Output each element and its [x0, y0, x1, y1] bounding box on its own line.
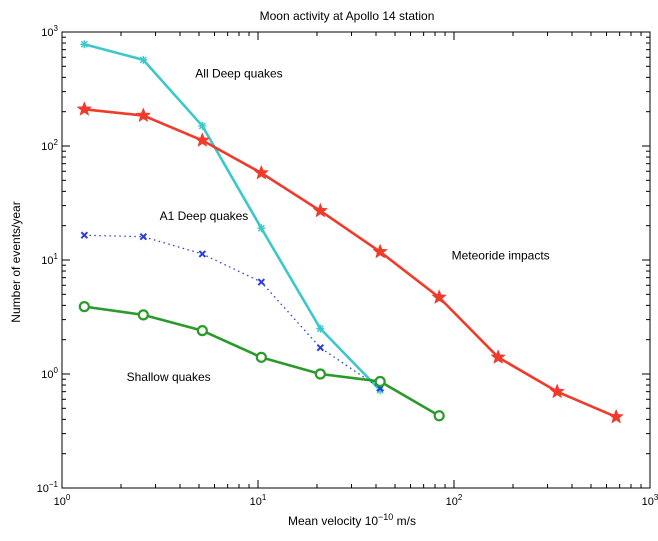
data-point: [135, 107, 152, 123]
data-point: [80, 231, 89, 239]
plot-area-frame: [61, 31, 651, 489]
data-point: [194, 132, 211, 148]
x-tick-label-exponent: 2: [458, 493, 463, 502]
data-point: [137, 309, 149, 321]
y-tick-label-exponent: 3: [54, 24, 59, 33]
x-axis-label-exponent: −10: [378, 512, 393, 522]
data-point: [312, 202, 329, 218]
series-shallow-quakes: [78, 301, 445, 422]
data-point: [433, 410, 445, 422]
y-axis-label: Number of events/year: [9, 201, 23, 322]
data-point: [198, 250, 207, 258]
data-point: [376, 386, 385, 395]
y-tick-label-base: 10: [41, 141, 53, 153]
data-point: [316, 324, 325, 333]
x-tick-label: 103: [642, 493, 658, 508]
series-a1-deep-quakes: [80, 231, 384, 392]
series-line-a1-deep-quakes: [84, 234, 381, 389]
data-point: [608, 408, 624, 424]
x-tick-label-base: 10: [54, 496, 66, 508]
data-point: [196, 325, 208, 337]
data-point: [253, 164, 270, 180]
data-point: [374, 375, 386, 388]
y-tick-label-exponent: 0: [54, 366, 59, 375]
x-tick-label-base: 10: [446, 496, 458, 508]
chart-title: Moon activity at Apollo 14 station: [260, 9, 435, 23]
data-point: [139, 55, 148, 64]
series-line-all-deep-quakes: [83, 43, 382, 392]
x-axis-label-unit: m/s: [393, 514, 416, 528]
x-axis-label: Mean velocity 10−10 m/s: [288, 512, 416, 528]
y-tick-label-base: 10: [37, 483, 49, 495]
y-tick-label-base: 10: [41, 255, 53, 267]
x-tick-label-exponent: 1: [262, 493, 267, 502]
y-tick-label-base: 10: [41, 27, 53, 39]
y-tick-label: 102: [41, 138, 58, 153]
y-tick-label: 101: [41, 252, 58, 267]
series-annotation: All Deep quakes: [195, 66, 282, 80]
series-layer: [76, 40, 624, 424]
y-tick-label: 100: [41, 366, 58, 381]
series-annotation: A1 Deep quakes: [160, 209, 249, 223]
y-tick-label-exponent: −1: [49, 480, 59, 489]
x-tick-label-base: 10: [250, 496, 262, 508]
data-point: [198, 121, 207, 130]
y-tick-label-base: 10: [41, 369, 53, 381]
y-tick-label-exponent: 1: [54, 252, 59, 261]
data-point: [316, 344, 325, 352]
annotations-layer: All Deep quakes A1 Deep quakes Meteoride i…: [127, 66, 550, 384]
series-annotation: Shallow quakes: [127, 370, 211, 384]
series-line-meteoride-impacts: [84, 107, 617, 419]
data-point: [76, 101, 93, 116]
x-tick-label-exponent: 3: [654, 493, 658, 502]
series-meteoride-impacts: [76, 101, 624, 424]
x-axis-label-text: Mean velocity 10: [288, 514, 378, 528]
data-point: [255, 351, 267, 363]
data-point: [139, 233, 148, 241]
data-point: [314, 368, 326, 380]
y-tick-label: 103: [41, 24, 58, 39]
data-point: [431, 289, 447, 305]
y-tick-label: 10−1: [37, 480, 59, 495]
x-tick-label: 100: [54, 493, 71, 508]
series-annotation: Meteoride impacts: [452, 249, 550, 263]
series-all-deep-quakes: [80, 40, 385, 395]
y-tick-label-exponent: 2: [54, 138, 59, 147]
x-tick-label-base: 10: [642, 496, 654, 508]
x-tick-label-exponent: 0: [66, 493, 71, 502]
x-tick-label: 101: [250, 493, 267, 508]
data-point: [372, 243, 388, 259]
data-point: [257, 278, 266, 286]
data-point: [80, 40, 89, 49]
data-point: [549, 383, 565, 399]
x-tick-label: 102: [446, 493, 463, 508]
data-point: [78, 301, 90, 313]
data-point: [490, 349, 506, 364]
data-point: [257, 224, 266, 233]
